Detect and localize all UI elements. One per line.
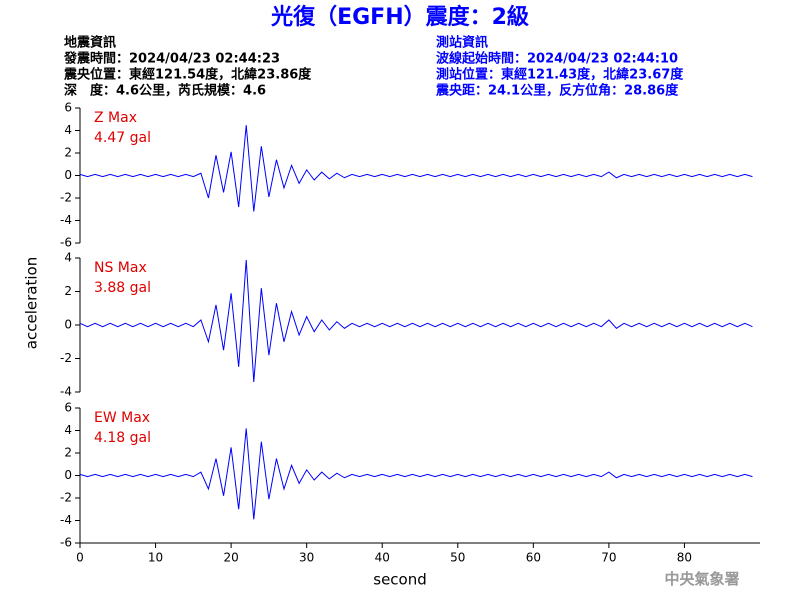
y-tick-label: 0 — [64, 168, 72, 182]
waveform — [79, 259, 753, 382]
x-tick-label: 50 — [450, 551, 465, 565]
event-info: 地震資訊 — [64, 35, 116, 51]
y-tick-label: 6 — [64, 101, 72, 115]
x-tick-label: 80 — [677, 551, 692, 565]
event-info: 深 度：4.6公里，芮氏規模：4.6 — [64, 83, 266, 99]
station-info: 測站位置：東經121.43度，北緯23.67度 — [436, 67, 684, 83]
x-tick-label: 30 — [299, 551, 314, 565]
y-tick-label: -6 — [60, 536, 72, 550]
y-tick-label: 2 — [64, 146, 72, 160]
panel-label: NS Max — [94, 260, 147, 276]
x-tick-label: 70 — [601, 551, 616, 565]
watermark: 中央氣象署 — [664, 570, 739, 588]
y-tick-label: -4 — [60, 513, 72, 527]
waveform — [79, 125, 753, 212]
y-tick-label: 4 — [64, 423, 72, 437]
station-info: 震央距：24.1公里，反方位角：28.86度 — [435, 83, 679, 99]
y-tick-label: -2 — [60, 491, 72, 505]
y-tick-label: 2 — [64, 284, 72, 298]
x-tick-label: 10 — [148, 551, 163, 565]
peak-label: 4.47 gal — [94, 130, 151, 146]
y-axis-label: acceleration — [23, 257, 41, 349]
panel-label: EW Max — [94, 410, 150, 426]
y-tick-label: -2 — [60, 351, 72, 365]
event-info: 發震時間：2024/04/23 02:44:23 — [63, 51, 280, 67]
station-info: 測站資訊 — [436, 35, 488, 51]
y-tick-label: -2 — [60, 191, 72, 205]
y-tick-label: 6 — [64, 401, 72, 415]
y-tick-label: 0 — [64, 318, 72, 332]
x-tick-label: 60 — [526, 551, 541, 565]
peak-label: 4.18 gal — [94, 430, 151, 446]
x-axis-label: second — [373, 571, 427, 589]
peak-label: 3.88 gal — [94, 280, 151, 296]
station-info: 波線起始時間：2024/04/23 02:44:10 — [436, 51, 678, 67]
y-tick-label: -4 — [60, 213, 72, 227]
chart-title: 光復（EGFH）震度：2級 — [270, 4, 529, 30]
x-tick-label: 20 — [223, 551, 238, 565]
x-tick-label: 40 — [375, 551, 390, 565]
y-tick-label: 4 — [64, 123, 72, 137]
y-tick-label: -6 — [60, 236, 72, 250]
waveform — [79, 428, 753, 520]
y-tick-label: 0 — [64, 468, 72, 482]
y-tick-label: 2 — [64, 446, 72, 460]
x-tick-label: 0 — [76, 551, 84, 565]
y-tick-label: -4 — [60, 385, 72, 399]
event-info: 震央位置：東經121.54度，北緯23.86度 — [63, 67, 312, 83]
y-tick-label: 4 — [64, 251, 72, 265]
panel-label: Z Max — [94, 110, 137, 126]
